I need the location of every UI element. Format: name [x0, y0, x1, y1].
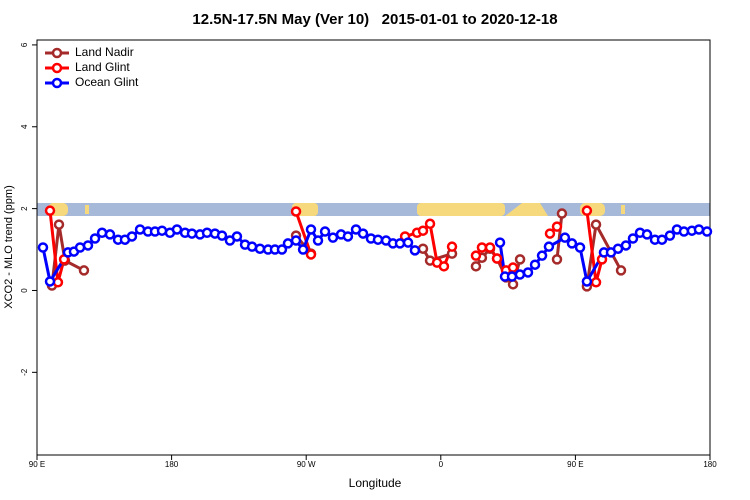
map-strip — [37, 203, 710, 216]
y-tick-label: 4 — [20, 124, 29, 129]
x-axis-label: Longitude — [349, 476, 402, 490]
data-point — [514, 254, 526, 265]
data-point — [216, 230, 228, 241]
data-point — [559, 232, 571, 243]
data-point — [417, 243, 429, 254]
data-point — [319, 226, 331, 237]
data-point — [529, 259, 541, 270]
land-patch — [505, 203, 548, 216]
data-point — [96, 227, 108, 239]
data-point — [551, 254, 563, 265]
data-point — [574, 242, 586, 253]
data-point — [305, 249, 317, 260]
data-point — [446, 241, 458, 252]
data-point — [470, 250, 482, 261]
data-point — [290, 235, 302, 246]
data-point — [522, 267, 534, 278]
legend-label: Land Nadir — [75, 45, 134, 59]
data-point — [627, 233, 639, 244]
data-point — [305, 224, 317, 235]
y-tick-label: -2 — [20, 368, 29, 376]
legend-marker — [51, 47, 63, 59]
data-point — [44, 276, 56, 287]
data-point — [89, 233, 101, 244]
data-point — [282, 238, 294, 249]
data-point — [566, 238, 578, 249]
data-point — [231, 231, 243, 242]
data-point — [53, 219, 65, 230]
data-point — [372, 234, 384, 245]
x-tick-label: 90 E — [567, 460, 583, 469]
data-point — [438, 261, 450, 272]
data-point — [104, 229, 116, 240]
data-point — [581, 205, 593, 216]
data-point — [402, 237, 414, 248]
x-tick-label: 0 — [439, 460, 444, 469]
data-point — [424, 218, 436, 230]
land-patch — [417, 203, 505, 216]
data-point — [693, 224, 705, 235]
data-point — [581, 276, 593, 287]
data-point — [615, 265, 627, 276]
data-point — [276, 244, 288, 255]
data-point — [664, 230, 676, 241]
land-patch — [85, 205, 89, 214]
x-tick-label: 90 E — [29, 460, 45, 469]
x-tick-label: 180 — [165, 460, 179, 469]
series-line — [294, 210, 313, 255]
data-point — [297, 244, 309, 255]
data-point — [491, 253, 503, 264]
data-point — [394, 238, 406, 249]
data-point — [656, 234, 668, 245]
data-point — [82, 240, 94, 251]
legend-marker — [51, 62, 63, 74]
data-point — [327, 232, 339, 243]
legend-marker — [51, 77, 63, 89]
chart-title: 12.5N-17.5N May (Ver 10) 2015-01-01 to 2… — [192, 11, 557, 28]
y-tick-label: 0 — [20, 288, 29, 293]
data-point — [171, 224, 183, 235]
data-point — [126, 231, 138, 242]
data-point — [494, 237, 506, 248]
data-point — [417, 225, 429, 236]
data-point — [78, 265, 90, 276]
data-point — [290, 206, 302, 217]
land-patch — [621, 205, 625, 214]
data-point — [620, 240, 632, 251]
data-point — [37, 242, 49, 253]
x-tick-label: 180 — [703, 460, 717, 469]
x-tick-label: 90 W — [297, 460, 316, 469]
y-tick-label: 2 — [20, 206, 29, 211]
data-point — [556, 208, 568, 219]
data-point — [507, 262, 519, 273]
y-axis-label: XCO2 - MLO trend (ppm) — [3, 185, 15, 308]
data-point — [484, 242, 496, 253]
data-point — [641, 229, 653, 240]
data-point — [536, 250, 548, 261]
data-point — [44, 205, 56, 216]
data-point — [312, 235, 324, 246]
data-point — [544, 228, 556, 239]
data-point — [357, 228, 369, 239]
legend-label: Land Glint — [75, 60, 130, 74]
data-point — [470, 261, 482, 272]
legend-label: Ocean Glint — [75, 75, 139, 89]
data-point — [514, 269, 526, 280]
data-point — [551, 221, 563, 232]
series-line — [555, 213, 564, 260]
plot-frame — [36, 39, 711, 456]
y-tick-label: 6 — [20, 42, 29, 47]
data-point — [254, 243, 266, 254]
data-point — [476, 242, 488, 253]
data-point — [409, 245, 421, 256]
data-point — [590, 219, 602, 230]
data-point — [701, 226, 713, 237]
data-point — [543, 241, 555, 252]
ocean-band — [37, 203, 710, 216]
data-point — [342, 231, 354, 242]
data-point — [186, 228, 198, 239]
data-point — [590, 277, 602, 288]
